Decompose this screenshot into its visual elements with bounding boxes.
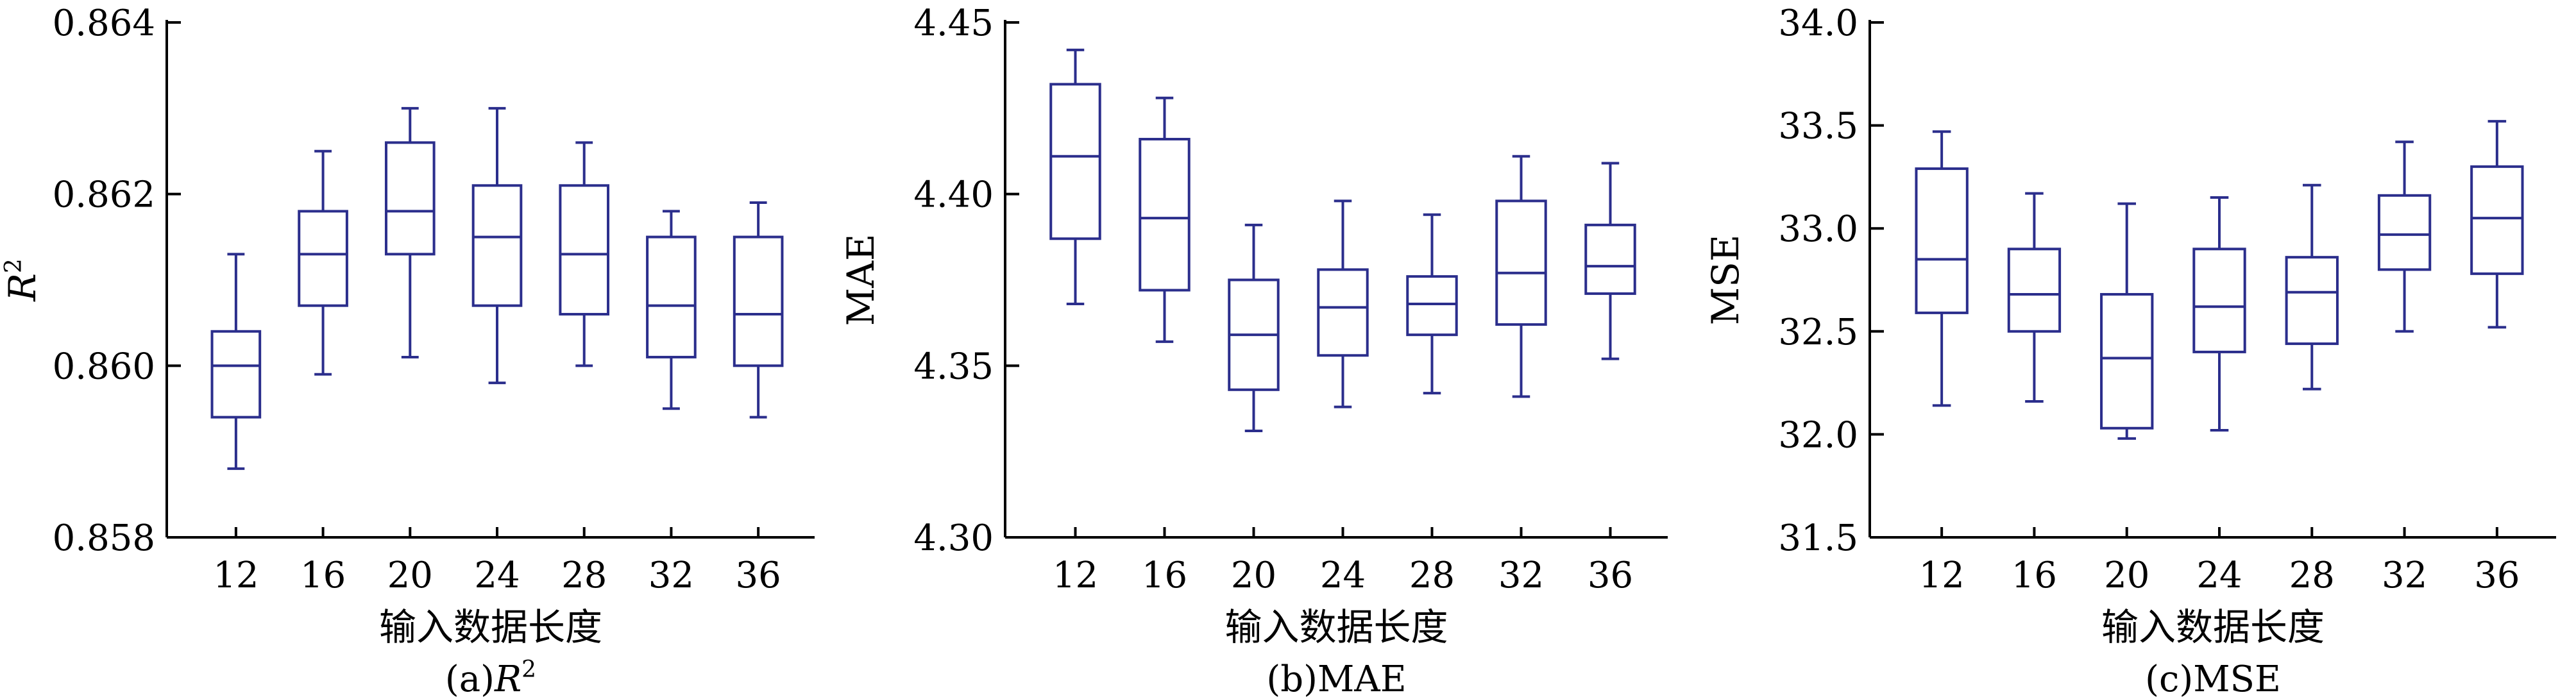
y-axis-label: MSE [1704,235,1747,325]
panel-caption: (b)MAE [1266,659,1406,697]
iqr-box [471,184,523,307]
iqr-box [2285,256,2339,346]
chart-panel-2: 4.30 4.35 4.40 4.45 12 16 20 24 28 32 36 MAE 输入数据长度 (… [839,3,1668,697]
x-tick-label: 36 [736,555,781,596]
x-axis-label: 输入数据长度 [2101,605,2325,649]
iqr-box [2100,292,2154,430]
panel-caption: (a)R2 [445,657,536,697]
y-tick-label: 4.45 [913,3,994,44]
x-tick-label: 28 [1409,555,1455,596]
y-tick-label: 0.862 [53,174,155,216]
box-20 [384,106,436,358]
x-tick-label: 32 [648,555,694,596]
caption-prefix: (c) [2145,659,2193,697]
x-tick-label: 24 [474,555,520,596]
box-36 [733,201,784,419]
y-axis-label: MAE [839,234,883,326]
panel-caption: (c)MSE [2145,659,2281,697]
caption-prefix: (b) [1266,659,1318,697]
box-36 [1584,162,1636,360]
x-tick-label: 36 [2474,555,2520,596]
box-32 [1495,155,1547,398]
chart-panel-3: 31.5 32.0 32.5 33.0 33.5 34.0 12 16 20 24 28 32 36 MS… [1704,3,2556,697]
y-tick-label: 33.5 [1778,106,1858,147]
y-tick-label: 4.35 [913,346,994,387]
box-32 [2377,140,2432,333]
x-tick-label: 12 [213,555,258,596]
box-16 [298,149,348,376]
y-tick-label: 0.864 [53,3,155,44]
box-20 [2100,202,2154,440]
y-tick-label: 33.0 [1778,208,1858,250]
x-tick-label: 24 [2196,555,2242,596]
x-tick-label: 16 [1142,555,1187,596]
box-20 [1228,223,1280,433]
iqr-box [1317,268,1369,357]
iqr-box [646,235,697,358]
iqr-box [1915,167,1969,314]
caption-prefix: (a) [445,659,495,697]
iqr-box [210,330,262,419]
iqr-box [1406,275,1458,337]
y-tick-label: 0.860 [53,346,155,387]
iqr-box [1139,138,1191,292]
x-tick-label: 32 [2382,555,2427,596]
x-tick-label: 36 [1588,555,1633,596]
iqr-box [2470,165,2524,275]
iqr-box [2192,248,2246,353]
iqr-box [384,141,436,256]
box-16 [1139,96,1191,343]
iqr-box [733,235,784,367]
x-tick-label: 16 [2012,555,2057,596]
y-axis-label-sup: 2 [1,258,27,273]
x-tick-label: 16 [300,555,346,596]
y-axis-label: R2 [1,258,44,302]
iqr-box [559,184,610,316]
x-tick-label: 24 [1320,555,1366,596]
iqr-box [2007,248,2062,333]
box-28 [559,141,610,367]
x-tick-label: 12 [1919,555,1965,596]
iqr-box [1495,199,1547,326]
box-24 [1317,199,1369,408]
iqr-box [2377,194,2432,271]
caption-text: MAE [1318,659,1407,697]
caption-var: R [494,659,521,697]
box-28 [1406,213,1458,395]
y-tick-label: 0.858 [53,517,155,559]
box-36 [2470,120,2524,329]
caption-sup: 2 [521,657,536,683]
x-tick-label: 32 [1498,555,1544,596]
box-28 [2285,183,2339,390]
x-tick-label: 20 [387,555,433,596]
y-tick-label: 4.40 [913,174,994,216]
box-32 [646,210,697,410]
box-24 [2192,196,2246,432]
x-tick-label: 28 [2289,555,2335,596]
y-tick-label: 32.5 [1778,312,1858,353]
iqr-box [1584,223,1636,295]
box-24 [471,106,523,385]
y-tick-label: 32.0 [1778,414,1858,456]
y-tick-label: 31.5 [1778,517,1858,559]
caption-text: MSE [2193,659,2281,697]
x-axis-label: 输入数据长度 [379,605,602,649]
x-tick-label: 20 [1231,555,1276,596]
x-axis-label: 输入数据长度 [1224,605,1448,649]
y-tick-label: 34.0 [1778,3,1858,44]
x-tick-label: 12 [1053,555,1098,596]
box-12 [1049,48,1101,305]
iqr-box [1049,83,1101,240]
box-12 [210,253,262,470]
box-12 [1915,130,1969,407]
box-16 [2007,192,2062,403]
y-axis-label-var: R [1,273,44,302]
x-tick-label: 20 [2104,555,2149,596]
iqr-box [298,210,348,307]
y-tick-label: 4.30 [913,517,994,559]
x-tick-label: 28 [561,555,607,596]
